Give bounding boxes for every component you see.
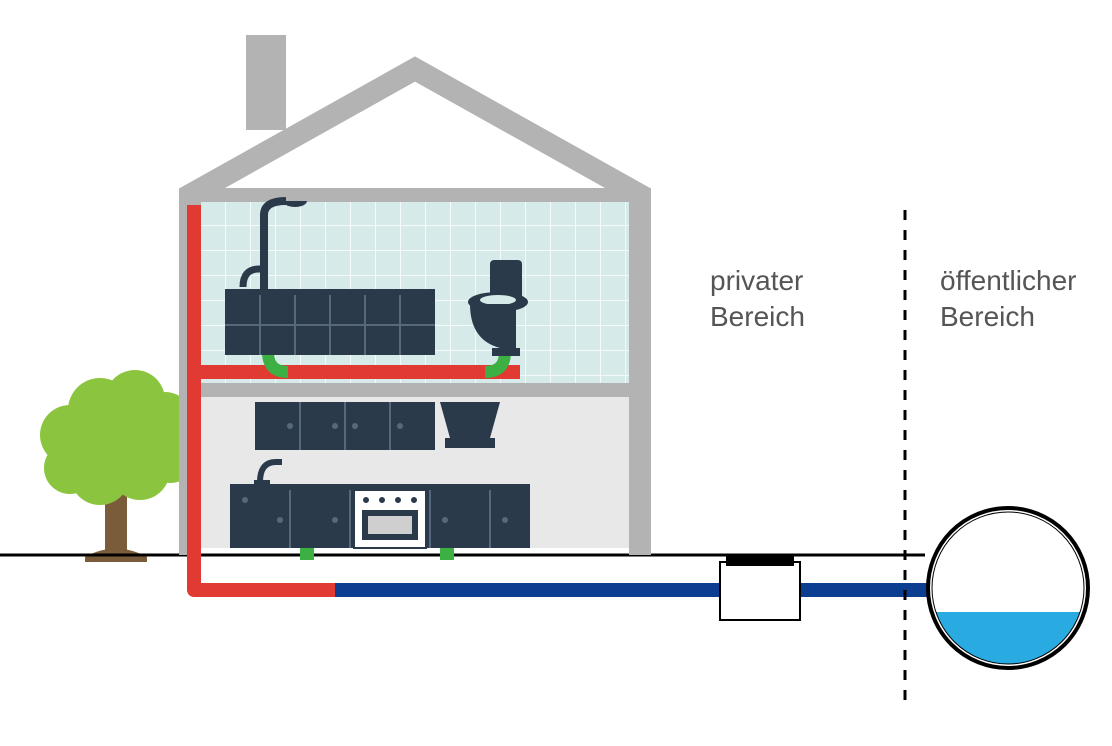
tree-icon (40, 370, 198, 562)
label-public-area: öffentlicher Bereich (940, 263, 1076, 336)
label-private-line2: Bereich (710, 299, 805, 335)
label-private-area: privater Bereich (710, 263, 805, 336)
label-public-line1: öffentlicher (940, 263, 1076, 299)
inspection-chamber (720, 556, 800, 620)
sewer-main (928, 508, 1088, 746)
label-public-line2: Bereich (940, 299, 1076, 335)
label-private-line1: privater (710, 263, 805, 299)
